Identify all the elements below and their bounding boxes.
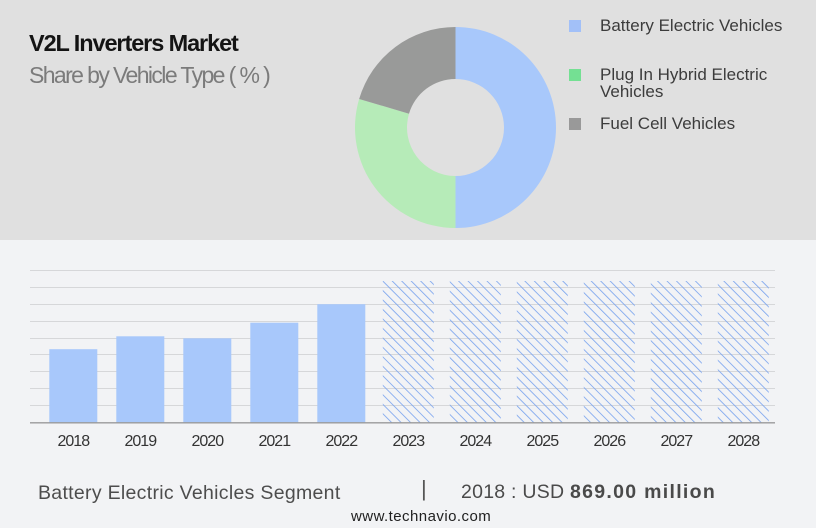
svg-text:2022: 2022: [326, 433, 359, 450]
svg-text:2019: 2019: [125, 433, 158, 450]
svg-text:2028: 2028: [728, 433, 761, 450]
svg-text:2021: 2021: [259, 433, 292, 450]
svg-text:2024: 2024: [460, 433, 493, 450]
svg-text:2027: 2027: [661, 433, 694, 450]
svg-text:2020: 2020: [192, 433, 225, 450]
svg-text:2026: 2026: [594, 433, 627, 450]
svg-text:2023: 2023: [393, 433, 426, 450]
svg-text:2025: 2025: [527, 433, 560, 450]
svg-text:2018: 2018: [58, 433, 91, 450]
